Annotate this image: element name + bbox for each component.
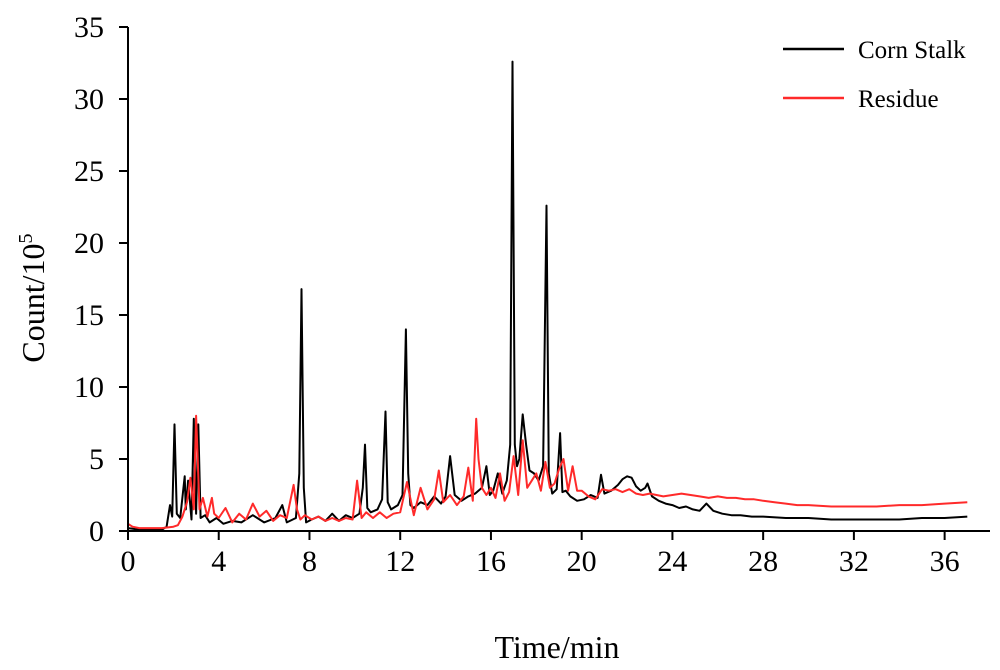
y-axis-title: Count/105 (15, 233, 51, 362)
y-tick-label: 30 (74, 83, 104, 116)
series-lines (127, 60, 968, 531)
x-tick-label: 32 (839, 545, 869, 578)
x-tick-label: 24 (657, 545, 687, 578)
x-tick-label: 12 (385, 545, 415, 578)
series-line-corn-stalk (127, 60, 968, 531)
x-tick-label: 20 (567, 545, 597, 578)
x-tick-label: 8 (302, 545, 317, 578)
y-tick-label: 25 (74, 155, 104, 188)
x-tick-label: 0 (121, 545, 136, 578)
x-tick-label: 16 (476, 545, 506, 578)
legend-label-corn-stalk: Corn Stalk (858, 37, 966, 64)
y-tick-label: 5 (89, 443, 104, 476)
y-tick-label: 35 (74, 11, 104, 44)
y-axis-title-superscript: 5 (15, 233, 37, 243)
y-tick-label: 10 (74, 371, 104, 404)
x-tick-label: 28 (748, 545, 778, 578)
legend: Corn Stalk Residue (783, 37, 966, 113)
series-line-residue (127, 414, 968, 530)
y-axis-ticks: 0 5 10 15 20 25 30 35 (74, 11, 128, 548)
legend-label-residue: Residue (858, 86, 939, 113)
x-axis-title: Time/min (494, 629, 619, 665)
y-axis-title-main: Count/10 (15, 243, 51, 362)
y-tick-label: 20 (74, 227, 104, 260)
x-tick-label: 36 (930, 545, 960, 578)
y-tick-label: 0 (89, 515, 104, 548)
x-axis-ticks: 0 4 8 12 16 20 24 28 32 36 (121, 531, 960, 578)
axes (127, 27, 990, 532)
y-tick-label: 15 (74, 299, 104, 332)
x-tick-label: 4 (211, 545, 226, 578)
